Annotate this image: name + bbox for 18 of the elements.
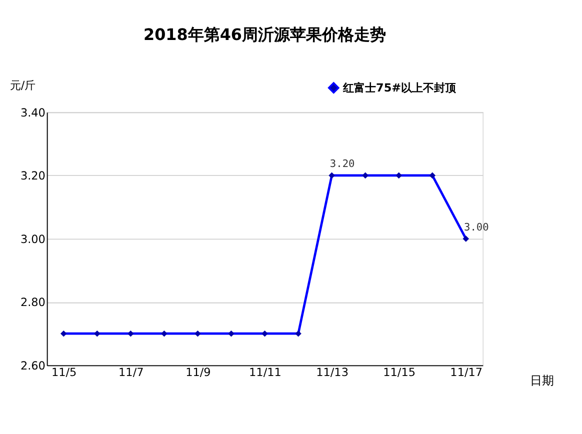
legend-label: 红富士75#以上不封顶: [342, 82, 458, 95]
y-tick-label: 3.20: [20, 170, 46, 183]
y-tick-label: 3.40: [20, 106, 46, 120]
y-tick-label: 2.80: [20, 296, 46, 310]
x-tick-label: 11/17: [450, 366, 483, 380]
x-tick-label: 11/15: [383, 366, 416, 380]
x-tick-label: 11/5: [51, 366, 77, 380]
data-label: 3.00: [464, 221, 489, 234]
x-tick-label: 11/9: [186, 366, 211, 380]
y-tick-label: 2.60: [20, 359, 46, 372]
chart-title: 2018年第46周沂源苹果价格走势: [144, 25, 386, 44]
y-axis-title: 元/斤: [10, 79, 36, 92]
y-tick-label: 3.00: [20, 232, 46, 246]
x-tick-label: 11/11: [249, 366, 282, 380]
x-tick-label: 11/7: [118, 366, 144, 380]
x-tick-label: 11/13: [316, 366, 348, 380]
data-label: 3.20: [330, 158, 355, 170]
x-axis-title: 日期: [530, 373, 554, 388]
